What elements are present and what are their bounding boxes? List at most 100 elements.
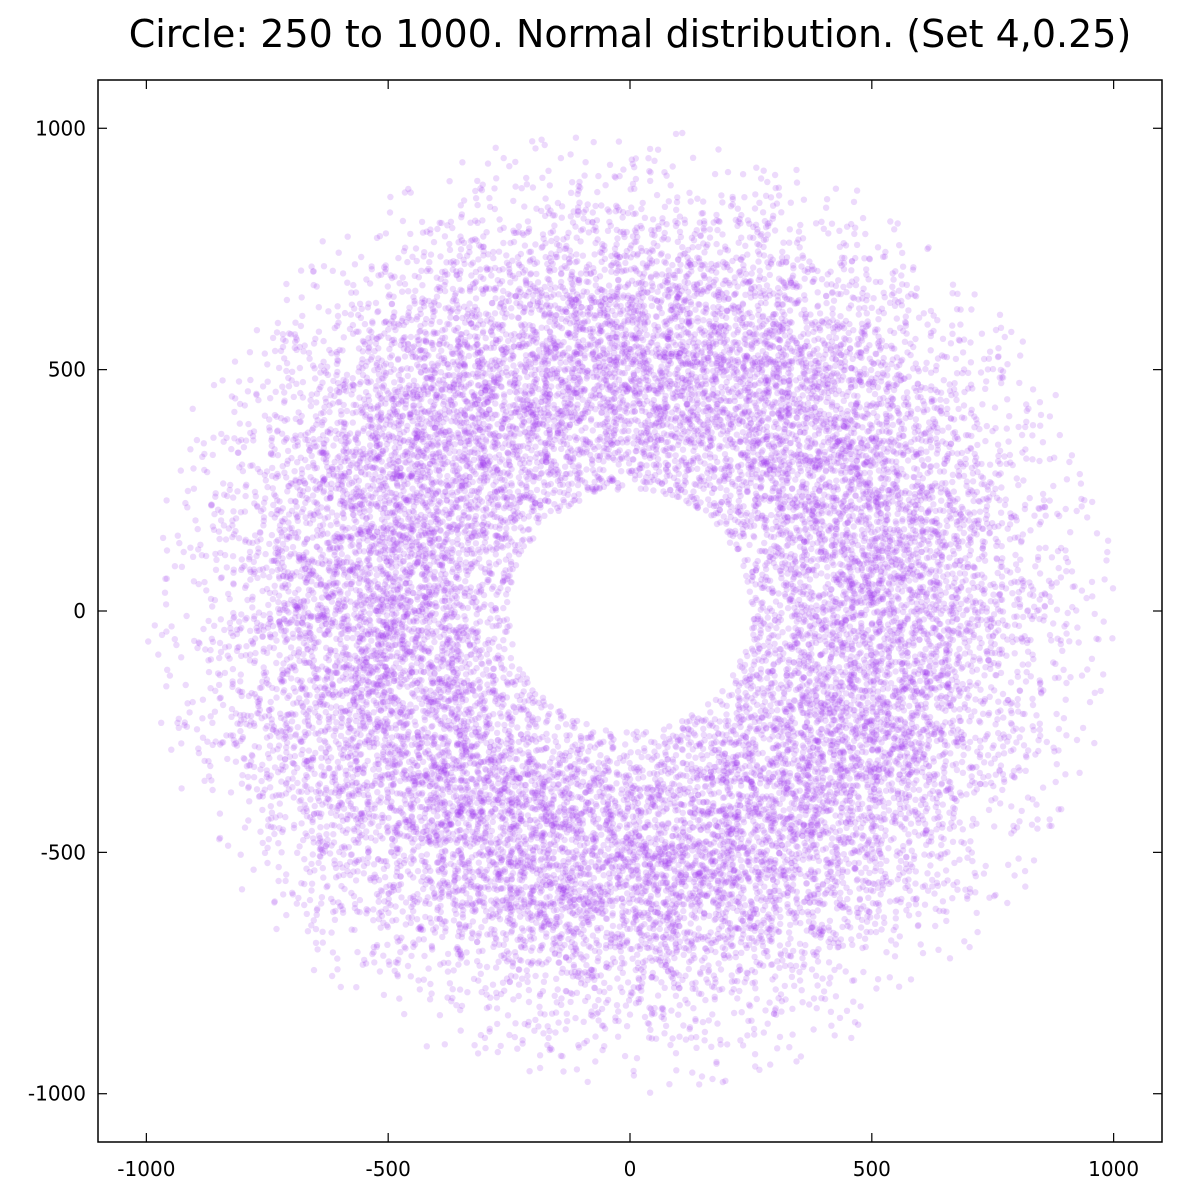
- data-point: [666, 330, 674, 337]
- data-point: [250, 866, 257, 873]
- data-point: [435, 794, 442, 801]
- data-point: [913, 285, 920, 292]
- data-point: [1059, 647, 1066, 654]
- data-point: [736, 987, 743, 995]
- data-point: [176, 539, 183, 547]
- data-point: [320, 449, 327, 456]
- data-point: [691, 787, 699, 795]
- data-point: [308, 860, 315, 868]
- data-point: [1029, 386, 1037, 393]
- data-point: [984, 752, 992, 759]
- data-point: [605, 282, 613, 289]
- data-point: [724, 814, 731, 821]
- data-point: [804, 699, 811, 706]
- data-point: [623, 729, 630, 736]
- data-point: [385, 900, 392, 907]
- data-point: [406, 304, 413, 311]
- data-point: [344, 279, 351, 286]
- data-point: [1029, 432, 1036, 439]
- data-point: [840, 325, 848, 332]
- data-point: [779, 795, 786, 802]
- data-point: [877, 840, 885, 847]
- data-point: [468, 399, 476, 406]
- data-point: [840, 571, 847, 578]
- data-point: [849, 461, 857, 468]
- data-point: [500, 154, 507, 162]
- data-point: [822, 792, 830, 800]
- data-point: [401, 752, 408, 759]
- data-point: [679, 129, 686, 137]
- data-point: [1063, 476, 1071, 483]
- data-point: [693, 1044, 700, 1052]
- data-point: [757, 581, 764, 588]
- data-point: [502, 752, 510, 759]
- data-point: [832, 993, 840, 1000]
- data-point: [999, 743, 1007, 750]
- data-point: [1034, 556, 1042, 564]
- data-point: [341, 582, 348, 589]
- data-point: [511, 681, 518, 688]
- data-point: [242, 652, 250, 659]
- data-point: [319, 521, 327, 528]
- data-point: [1013, 475, 1020, 482]
- data-point: [178, 654, 185, 661]
- data-point: [428, 754, 436, 761]
- data-point: [694, 318, 701, 325]
- data-point: [567, 151, 574, 158]
- data-point: [334, 312, 342, 320]
- data-point: [446, 240, 453, 248]
- data-point: [1101, 576, 1108, 583]
- data-point: [956, 856, 963, 863]
- data-point: [872, 833, 879, 840]
- data-point: [419, 282, 426, 289]
- data-point: [975, 517, 983, 524]
- data-point: [874, 244, 882, 251]
- data-point: [393, 479, 401, 487]
- data-point: [565, 481, 572, 488]
- data-point: [626, 1011, 634, 1018]
- data-point: [366, 549, 374, 557]
- data-point: [883, 372, 891, 379]
- data-point: [892, 375, 899, 382]
- data-point: [772, 986, 779, 993]
- data-point: [512, 1020, 519, 1027]
- data-point: [582, 159, 589, 166]
- data-point: [414, 521, 421, 529]
- data-point: [437, 414, 445, 421]
- data-point: [339, 533, 346, 541]
- data-point: [966, 738, 974, 746]
- data-point: [506, 978, 513, 985]
- data-point: [703, 775, 711, 782]
- data-point: [353, 409, 360, 416]
- data-point: [527, 865, 535, 872]
- data-point: [344, 622, 351, 630]
- data-point: [400, 613, 407, 620]
- data-point: [614, 975, 621, 982]
- data-point: [317, 532, 325, 539]
- data-point: [219, 377, 226, 384]
- data-point: [871, 920, 879, 927]
- data-point: [972, 889, 979, 896]
- data-point: [488, 510, 496, 518]
- data-point: [706, 234, 714, 241]
- data-point: [827, 268, 834, 275]
- data-point: [799, 856, 807, 863]
- data-point: [596, 823, 603, 831]
- data-point: [748, 898, 755, 906]
- data-point: [279, 767, 287, 774]
- data-point: [798, 263, 805, 270]
- data-point: [919, 949, 927, 957]
- data-point: [429, 703, 436, 710]
- data-point: [475, 859, 482, 866]
- data-point: [898, 559, 905, 566]
- data-point: [894, 896, 901, 903]
- data-point: [309, 851, 316, 858]
- data-point: [1078, 587, 1086, 594]
- data-point: [204, 738, 211, 745]
- data-point: [827, 710, 834, 717]
- data-point: [171, 563, 179, 570]
- data-point: [903, 750, 911, 757]
- data-point: [688, 809, 695, 817]
- data-point: [582, 756, 589, 763]
- data-point: [500, 637, 507, 644]
